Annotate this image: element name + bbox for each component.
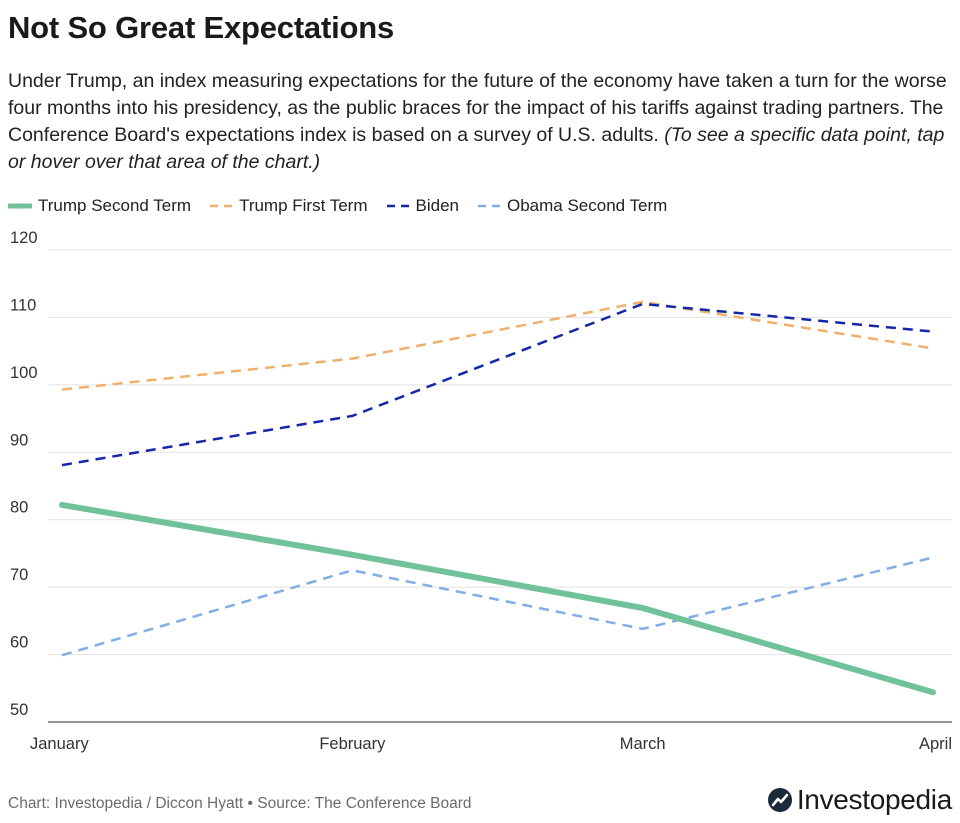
legend-label: Biden — [415, 196, 459, 215]
y-tick-label: 80 — [10, 499, 28, 517]
data-point-trump-first-term-january[interactable] — [56, 384, 68, 396]
y-tick-label: 70 — [10, 566, 28, 584]
legend-item-obama-second-term[interactable]: Obama Second Term — [477, 196, 667, 216]
y-tick-label: 50 — [10, 701, 28, 719]
legend-label: Obama Second Term — [507, 196, 668, 215]
footer-credit: Chart: Investopedia / Diccon Hyatt • Sou… — [8, 795, 472, 812]
chart-title: Not So Great Expectations — [8, 10, 395, 45]
x-tick-label: April — [919, 735, 952, 753]
legend-item-trump-second-term[interactable]: Trump Second Term — [8, 196, 191, 216]
data-point-obama-second-term-february[interactable] — [346, 564, 358, 576]
description-text: Under Trump, an index measuring expectat… — [8, 70, 947, 146]
data-point-obama-second-term-april[interactable] — [927, 551, 939, 563]
legend-swatch-obama-second-term — [478, 204, 500, 208]
data-point-biden-march[interactable] — [637, 298, 649, 310]
data-point-obama-second-term-march[interactable] — [637, 623, 649, 635]
y-tick-label: 60 — [10, 634, 28, 652]
legend-label: Trump Second Term — [38, 196, 192, 215]
data-point-trump-second-term-march[interactable] — [637, 602, 649, 614]
investopedia-logo-icon — [767, 788, 792, 812]
legend-swatch-trump-second-term — [8, 203, 32, 209]
y-tick-label: 90 — [10, 431, 28, 449]
legend-label: Trump First Term — [239, 196, 368, 215]
brand-name: Investopedia — [796, 784, 952, 815]
data-point-trump-second-term-february[interactable] — [346, 549, 358, 561]
legend-swatch-biden — [386, 204, 409, 208]
chart-description: Under Trump, an index measuring expectat… — [8, 68, 953, 176]
interaction-note: (To see a specific data point, tap or ho… — [8, 124, 945, 173]
y-tick-label: 110 — [10, 296, 36, 314]
series-line-trump-first-term[interactable] — [61, 300, 934, 391]
legend-item-trump-first-term[interactable]: Trump First Term — [209, 196, 368, 216]
data-point-obama-second-term-january[interactable] — [56, 649, 68, 661]
investopedia-logo[interactable]: Investopedia — [767, 784, 952, 816]
legend: Trump Second Term Trump First Term Biden… — [8, 194, 685, 218]
series-line-biden[interactable] — [61, 302, 934, 467]
legend-item-biden[interactable]: Biden — [386, 196, 459, 216]
x-tick-label: March — [620, 735, 666, 753]
y-tick-label: 120 — [10, 230, 38, 247]
data-point-biden-april[interactable] — [927, 326, 939, 338]
data-point-trump-first-term-february[interactable] — [346, 353, 358, 365]
data-point-trump-first-term-april[interactable] — [927, 342, 939, 354]
legend-swatch-trump-first-term — [210, 204, 233, 208]
x-tick-label: January — [30, 735, 89, 753]
data-point-biden-january[interactable] — [56, 459, 68, 471]
series-line-trump-second-term[interactable] — [59, 501, 936, 696]
x-tick-label: February — [319, 735, 386, 753]
y-tick-label: 100 — [10, 364, 38, 382]
series-line-obama-second-term[interactable] — [61, 556, 934, 657]
data-point-biden-february[interactable] — [346, 410, 358, 422]
data-point-trump-second-term-january[interactable] — [56, 499, 68, 511]
data-point-trump-second-term-april[interactable] — [927, 686, 939, 698]
